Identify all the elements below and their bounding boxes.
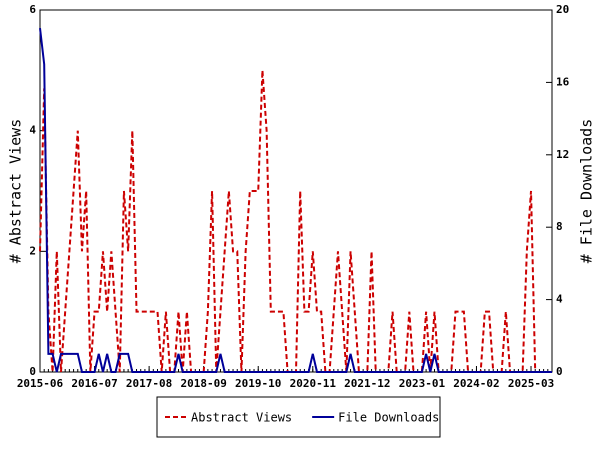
x-tick-label: 2025-03: [508, 377, 554, 390]
y2-tick-label: 20: [556, 3, 569, 16]
x-tick-label: 2020-11: [290, 377, 337, 390]
x-tick-label: 2017-08: [126, 377, 172, 390]
x-tick-label: 2021-12: [344, 377, 390, 390]
legend-label: File Downloads: [338, 411, 439, 425]
x-tick-label: 2015-06: [17, 377, 64, 390]
plot-frame: [39, 9, 553, 373]
y-tick-label: 4: [29, 124, 36, 137]
x-tick-label: 2023-01: [399, 377, 446, 390]
y2-tick-label: 16: [556, 75, 570, 88]
y-tick-label: 6: [29, 3, 36, 16]
legend-box: [156, 396, 441, 438]
y2-tick-label: 8: [556, 220, 563, 233]
x-tick-label: 2018-09: [180, 377, 226, 390]
y2-tick-label: 0: [556, 365, 563, 378]
x-tick-label: 2016-07: [71, 377, 117, 390]
x-tick-label: 2019-10: [235, 377, 281, 390]
legend: Abstract Views File Downloads: [156, 396, 441, 438]
y2-axis-label: # File Downloads: [578, 119, 596, 264]
y-tick-label: 0: [29, 365, 36, 378]
y2-tick-label: 12: [556, 148, 569, 161]
y-tick-label: 2: [29, 244, 36, 257]
y2-tick-label: 4: [556, 293, 563, 306]
x-tick-label: 2024-02: [453, 377, 499, 390]
legend-label: Abstract Views: [191, 411, 292, 425]
series-line: [39, 27, 552, 373]
y-axis-label: # Abstract Views: [7, 119, 25, 264]
series-line: [39, 70, 552, 373]
